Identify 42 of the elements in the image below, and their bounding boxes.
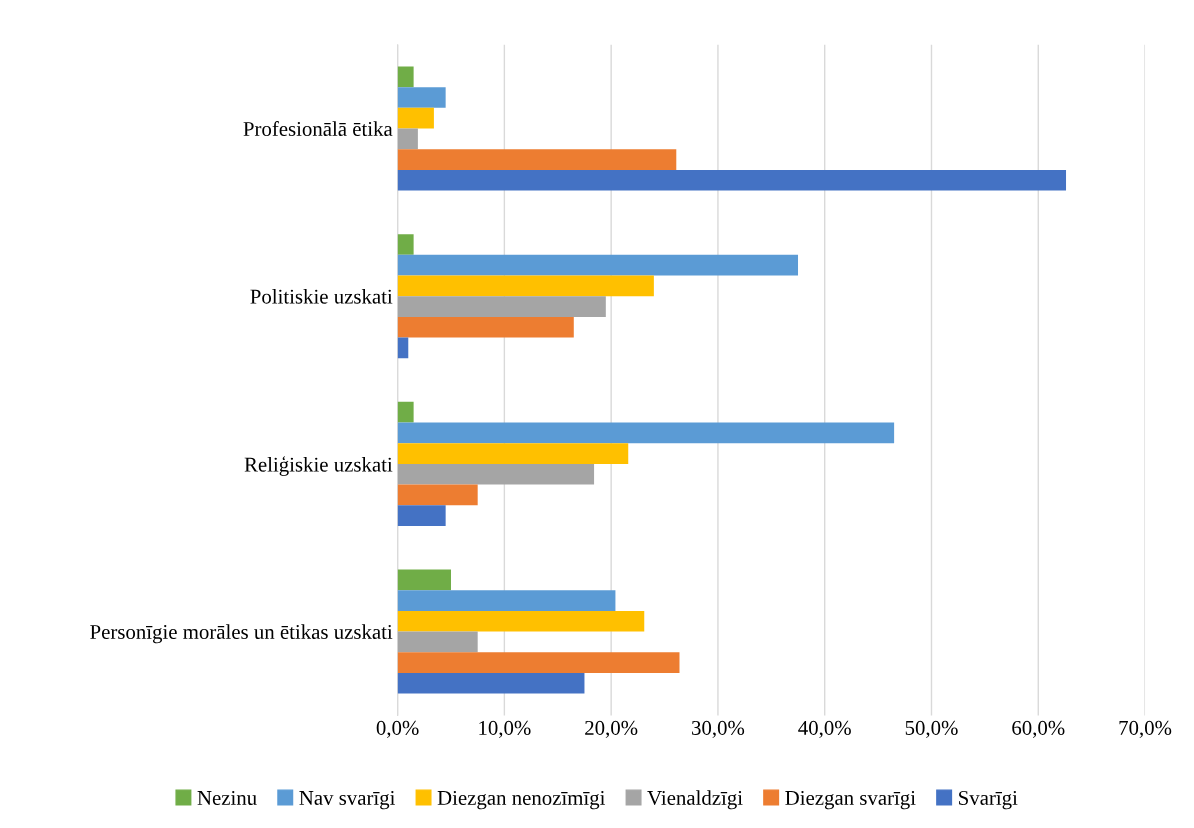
legend-label: Diezgan svarīgi bbox=[785, 790, 916, 810]
y-tick-label: Politiskie uzskati bbox=[250, 288, 393, 304]
bar bbox=[397, 569, 451, 591]
x-tick-label: 0,0% bbox=[376, 720, 419, 738]
x-tick-label: 40,0% bbox=[798, 720, 851, 738]
legend-label: Nezinu bbox=[197, 790, 257, 805]
legend-label: Diezgan nenozīmīgi bbox=[437, 790, 606, 810]
bar bbox=[397, 128, 418, 150]
bar bbox=[397, 610, 645, 632]
legend-label: Nav svarīgi bbox=[299, 790, 396, 810]
bar bbox=[397, 590, 616, 611]
bar bbox=[397, 505, 446, 526]
bar bbox=[397, 66, 414, 88]
bar bbox=[397, 401, 414, 423]
x-tick-label: 60,0% bbox=[1012, 720, 1065, 738]
bar bbox=[397, 316, 574, 338]
bar bbox=[397, 87, 446, 108]
bar bbox=[397, 234, 414, 255]
bar bbox=[397, 652, 680, 673]
x-tick-label: 70,0% bbox=[1119, 720, 1172, 738]
bar bbox=[397, 631, 478, 653]
y-tick-label: Reliģiskie uzskati bbox=[244, 456, 393, 476]
legend-label: Svarīgi bbox=[959, 790, 1018, 810]
bar bbox=[397, 169, 1067, 191]
x-tick-label: 20,0% bbox=[585, 720, 638, 738]
y-tick-label: Personīgie morāles un ētikas uzskati bbox=[90, 624, 393, 644]
bar bbox=[397, 463, 595, 485]
bar bbox=[397, 337, 409, 359]
x-tick-label: 10,0% bbox=[479, 720, 531, 738]
legend-label: Vienaldzīgi bbox=[647, 790, 743, 810]
x-tick-label: 30,0% bbox=[692, 720, 745, 738]
bar bbox=[397, 296, 606, 317]
bar bbox=[397, 275, 654, 297]
bar bbox=[397, 484, 478, 506]
x-tick-label: 50,0% bbox=[905, 720, 958, 738]
bar bbox=[397, 254, 799, 276]
bar bbox=[397, 107, 434, 129]
bar bbox=[397, 443, 629, 464]
y-tick-label: Profesionālā ētika bbox=[243, 121, 393, 136]
bar bbox=[397, 149, 677, 170]
bar bbox=[397, 422, 895, 444]
bar bbox=[397, 672, 585, 694]
